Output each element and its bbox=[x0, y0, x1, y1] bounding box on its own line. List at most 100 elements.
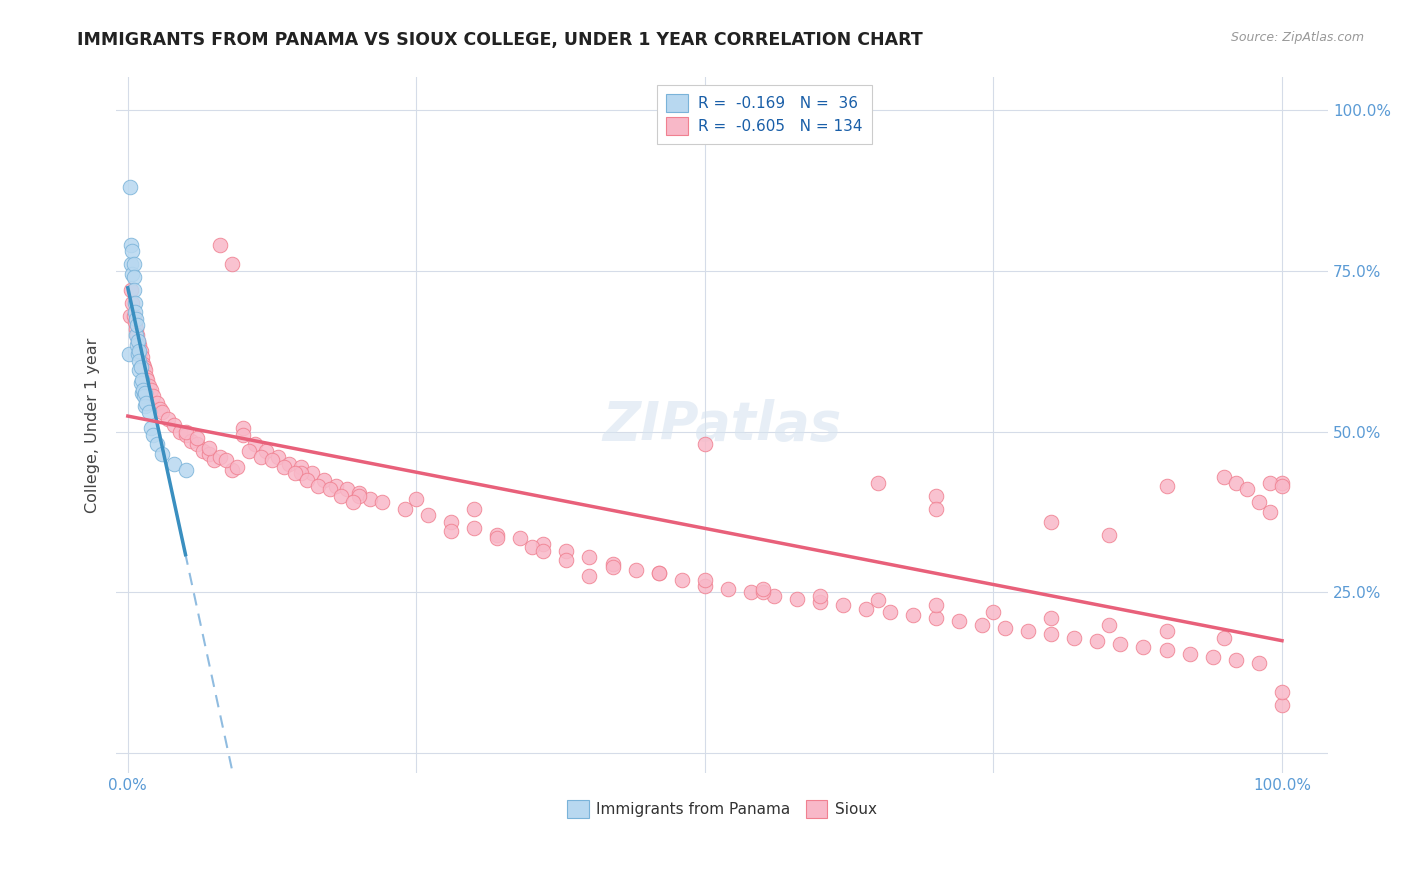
Point bbox=[128, 337, 150, 351]
Point bbox=[1178, 647, 1201, 661]
Point bbox=[125, 311, 148, 326]
Point bbox=[254, 443, 277, 458]
Point bbox=[122, 270, 145, 285]
Point bbox=[509, 531, 531, 545]
Point bbox=[307, 479, 329, 493]
Point bbox=[127, 334, 149, 349]
Point bbox=[1202, 649, 1225, 664]
Point bbox=[624, 563, 647, 577]
Point bbox=[1271, 476, 1294, 491]
Point bbox=[118, 347, 141, 361]
Point bbox=[555, 553, 578, 567]
Point bbox=[520, 541, 543, 555]
Point bbox=[124, 315, 146, 329]
Point bbox=[648, 566, 671, 581]
Point bbox=[139, 421, 162, 435]
Point bbox=[555, 543, 578, 558]
Text: IMMIGRANTS FROM PANAMA VS SIOUX COLLEGE, UNDER 1 YEAR CORRELATION CHART: IMMIGRANTS FROM PANAMA VS SIOUX COLLEGE,… bbox=[77, 31, 924, 49]
Point bbox=[717, 582, 740, 597]
Point bbox=[440, 515, 463, 529]
Point bbox=[197, 441, 219, 455]
Point bbox=[394, 501, 416, 516]
Point bbox=[1040, 515, 1063, 529]
Point bbox=[1247, 657, 1270, 671]
Point bbox=[1247, 495, 1270, 509]
Point bbox=[186, 431, 208, 445]
Point bbox=[132, 383, 155, 397]
Point bbox=[197, 447, 219, 461]
Point bbox=[125, 318, 148, 333]
Point bbox=[330, 489, 353, 503]
Point bbox=[347, 485, 370, 500]
Point bbox=[180, 434, 202, 449]
Point bbox=[1156, 643, 1178, 657]
Point bbox=[145, 437, 167, 451]
Point bbox=[122, 309, 145, 323]
Point bbox=[1156, 479, 1178, 493]
Point bbox=[122, 257, 145, 271]
Point bbox=[290, 467, 312, 481]
Point bbox=[138, 379, 160, 393]
Point bbox=[267, 450, 290, 465]
Point bbox=[232, 421, 254, 435]
Point bbox=[486, 531, 509, 545]
Point bbox=[1040, 627, 1063, 641]
Point bbox=[221, 463, 243, 477]
Point bbox=[152, 405, 174, 419]
Point bbox=[602, 557, 624, 571]
Point bbox=[122, 283, 145, 297]
Point bbox=[1017, 624, 1039, 639]
Point bbox=[319, 483, 342, 497]
Point bbox=[1236, 483, 1258, 497]
Point bbox=[1271, 698, 1294, 713]
Point bbox=[121, 295, 143, 310]
Point bbox=[1260, 505, 1282, 519]
Point bbox=[1063, 631, 1085, 645]
Point bbox=[121, 244, 143, 259]
Point bbox=[125, 337, 148, 351]
Point bbox=[1271, 479, 1294, 493]
Point bbox=[132, 360, 155, 375]
Point bbox=[129, 360, 152, 375]
Point bbox=[1156, 624, 1178, 639]
Point bbox=[1085, 633, 1108, 648]
Point bbox=[191, 443, 214, 458]
Point bbox=[129, 344, 152, 359]
Point bbox=[994, 621, 1017, 635]
Point bbox=[693, 573, 716, 587]
Point bbox=[174, 463, 197, 477]
Point bbox=[125, 328, 148, 343]
Point bbox=[359, 492, 381, 507]
Point bbox=[186, 437, 208, 451]
Point bbox=[278, 457, 301, 471]
Point bbox=[128, 363, 150, 377]
Point bbox=[740, 585, 762, 599]
Point bbox=[121, 267, 143, 281]
Point bbox=[463, 501, 485, 516]
Point bbox=[129, 376, 152, 391]
Point bbox=[174, 427, 197, 442]
Text: ZIPatlas: ZIPatlas bbox=[603, 399, 842, 451]
Point bbox=[209, 450, 232, 465]
Point bbox=[290, 459, 312, 474]
Point bbox=[124, 305, 146, 319]
Point bbox=[879, 605, 901, 619]
Point bbox=[128, 353, 150, 368]
Point bbox=[232, 427, 254, 442]
Point bbox=[602, 559, 624, 574]
Y-axis label: College, Under 1 year: College, Under 1 year bbox=[86, 337, 100, 513]
Point bbox=[578, 550, 600, 565]
Point bbox=[866, 476, 889, 491]
Point bbox=[786, 591, 808, 606]
Point bbox=[693, 437, 716, 451]
Point bbox=[948, 615, 970, 629]
Point bbox=[486, 527, 509, 541]
Point bbox=[125, 321, 148, 335]
Point bbox=[405, 492, 427, 507]
Point bbox=[125, 328, 148, 343]
Point bbox=[416, 508, 439, 523]
Point bbox=[134, 363, 156, 377]
Point bbox=[751, 582, 773, 597]
Point bbox=[1098, 617, 1121, 632]
Point bbox=[1225, 476, 1247, 491]
